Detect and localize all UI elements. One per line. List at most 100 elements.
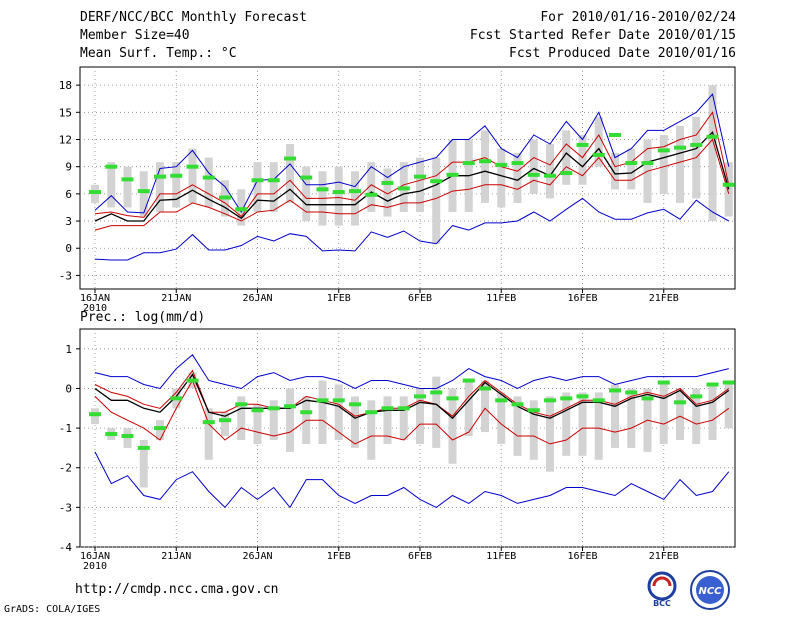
observed-marker xyxy=(576,142,589,147)
observed-marker xyxy=(609,132,621,137)
ensemble-box xyxy=(123,166,132,208)
ensemble-box xyxy=(351,171,359,226)
observed-marker xyxy=(641,161,654,166)
observed-marker xyxy=(544,173,556,178)
y-tick-label: 0 xyxy=(65,242,72,255)
ensemble-box xyxy=(367,400,376,460)
grads-credit: GrADS: COLA/IGES xyxy=(4,604,101,615)
source-url[interactable]: http://cmdp.ncc.cma.gov.cn xyxy=(75,582,279,597)
observed-marker xyxy=(446,396,459,401)
series-line-lower xyxy=(94,379,730,445)
ensemble-box xyxy=(334,166,343,226)
observed-marker xyxy=(527,172,540,177)
ensemble-box xyxy=(676,125,684,203)
observed-marker xyxy=(511,402,524,407)
ensemble-box xyxy=(724,162,733,217)
observed-marker xyxy=(544,398,556,403)
ensemble-box xyxy=(399,396,408,440)
ensemble-box xyxy=(562,130,571,185)
series-line-max xyxy=(94,93,730,214)
observed-marker xyxy=(592,152,605,157)
x-tick-label: 16FEB xyxy=(567,293,597,304)
variable-label: Mean Surf. Temp.: °C xyxy=(80,46,237,61)
observed-marker xyxy=(462,161,475,166)
observed-marker xyxy=(722,182,735,187)
ensemble-box xyxy=(416,157,424,212)
observed-marker xyxy=(414,394,426,399)
ensemble-box xyxy=(237,396,246,440)
x-year-label: 2010 xyxy=(83,561,107,572)
x-tick-label: 11FEB xyxy=(486,551,516,562)
ensemble-box xyxy=(367,162,376,212)
observed-marker xyxy=(397,186,410,191)
observed-marker xyxy=(154,174,166,179)
observed-marker xyxy=(381,406,394,411)
ensemble-box xyxy=(334,384,343,440)
observed-marker xyxy=(105,432,118,437)
ensemble-box xyxy=(497,148,506,208)
observed-marker xyxy=(625,161,638,166)
observed-marker xyxy=(267,406,280,411)
observed-marker xyxy=(462,378,475,383)
observed-marker xyxy=(219,195,231,200)
series-line-lower xyxy=(94,138,730,231)
observed-marker xyxy=(365,192,378,197)
ensemble-box xyxy=(139,439,148,488)
observed-marker xyxy=(657,148,670,153)
observed-marker xyxy=(479,159,491,164)
x-tick-label: 26JAN xyxy=(242,551,272,562)
observed-marker xyxy=(332,398,345,403)
ensemble-box xyxy=(204,157,213,208)
x-tick-label: 6FEB xyxy=(408,293,432,304)
observed-marker xyxy=(316,187,329,192)
observed-marker xyxy=(349,189,361,194)
x-tick-label: 21FEB xyxy=(649,551,679,562)
ensemble-box xyxy=(692,388,701,444)
observed-marker xyxy=(202,420,215,425)
member-size: Member Size=40 xyxy=(80,28,190,43)
x-tick-label: 21JAN xyxy=(161,293,191,304)
ensemble-box xyxy=(269,162,278,212)
ensemble-box xyxy=(188,148,197,203)
observed-marker xyxy=(511,161,524,166)
observed-marker xyxy=(397,406,410,411)
ensemble-box xyxy=(172,162,181,208)
x-tick-label: 21JAN xyxy=(161,551,191,562)
observed-marker xyxy=(267,178,280,183)
observed-marker xyxy=(170,396,183,401)
ensemble-box xyxy=(611,384,619,448)
observed-marker xyxy=(690,142,703,147)
observed-marker xyxy=(332,190,345,195)
observed-marker xyxy=(609,388,621,393)
observed-marker xyxy=(657,380,670,385)
x-tick-label: 16FEB xyxy=(567,551,597,562)
observed-marker xyxy=(560,171,573,176)
ensemble-box xyxy=(351,396,359,448)
observed-marker xyxy=(625,390,638,395)
observed-marker xyxy=(495,398,508,403)
x-tick-label: 26JAN xyxy=(242,293,272,304)
observed-marker xyxy=(592,398,605,403)
ensemble-box xyxy=(529,400,538,460)
series-line-upper xyxy=(94,369,730,417)
y-tick-label: 12 xyxy=(59,133,72,146)
ensemble-box xyxy=(513,153,522,203)
x-tick-label: 16JAN xyxy=(80,293,110,304)
observed-marker xyxy=(170,173,183,178)
series-line-max xyxy=(94,354,729,390)
ensemble-box xyxy=(302,166,311,222)
observed-marker xyxy=(235,402,248,407)
ensemble-box xyxy=(611,153,619,190)
ensemble-box xyxy=(383,396,392,444)
ensemble-box xyxy=(627,388,636,448)
ensemble-box xyxy=(578,392,587,456)
x-year-label: 2010 xyxy=(83,303,107,314)
observed-marker xyxy=(186,164,199,169)
series-line-min xyxy=(94,451,730,509)
ensemble-box xyxy=(562,392,571,456)
observed-marker xyxy=(137,189,150,194)
observed-marker xyxy=(137,445,150,450)
y-tick-label: 0 xyxy=(65,382,72,395)
observed-marker xyxy=(527,408,540,413)
